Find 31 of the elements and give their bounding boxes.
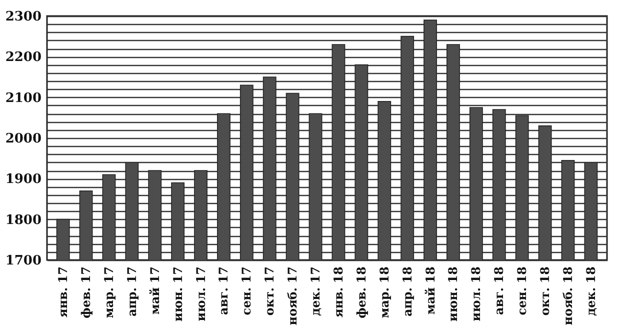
- x-tick-label: янв. 18: [331, 266, 346, 318]
- x-tick-label: фев. 18: [354, 266, 368, 318]
- x-tick-label: дек. 17: [308, 266, 323, 316]
- x-tick-label: янв. 17: [56, 266, 70, 318]
- x-tick-label: май 17: [148, 266, 162, 314]
- x-tick-label: июл. 17: [194, 266, 208, 322]
- x-tick-label: окт. 17: [262, 266, 277, 316]
- y-tick-label: 2000: [5, 132, 42, 146]
- x-tick-label: июл. 18: [469, 266, 484, 322]
- x-tick-label: авг. 18: [492, 266, 506, 316]
- y-tick-label: 2300: [5, 10, 42, 24]
- x-tick-label: окт. 18: [538, 266, 552, 316]
- x-tick-label: июн. 18: [446, 266, 460, 322]
- x-tick-label: дек. 18: [584, 266, 598, 316]
- y-tick-label: 1700: [5, 254, 42, 268]
- x-tick-label: нояб. 17: [286, 266, 300, 326]
- x-tick-label: май 18: [423, 266, 438, 314]
- x-tick-label: фев. 17: [79, 266, 94, 318]
- x-tick-label: апр. 18: [400, 266, 414, 317]
- y-tick-label: 1900: [5, 172, 42, 188]
- x-tick-label: нояб. 18: [560, 266, 575, 326]
- x-tick-label: сен. 18: [515, 266, 530, 316]
- x-tick-label: сен. 17: [240, 266, 254, 316]
- y-tick-label: 1800: [5, 212, 42, 228]
- x-tick-label: авг. 17: [216, 266, 231, 316]
- x-tick-label: июн. 17: [170, 266, 185, 322]
- y-tick-label: 2100: [5, 90, 42, 106]
- x-tick-label: мар. 17: [102, 266, 116, 318]
- y-tick-label: 2200: [5, 50, 42, 66]
- x-tick-label: апр. 17: [124, 266, 139, 317]
- x-tick-label: мар. 18: [377, 266, 392, 318]
